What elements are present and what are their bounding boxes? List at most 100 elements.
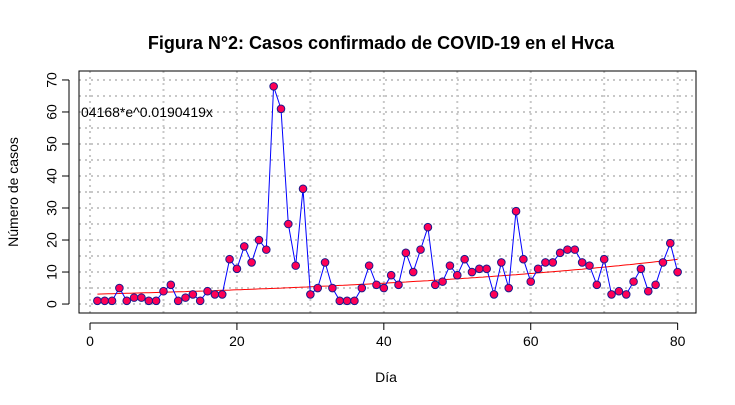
data-point — [511, 206, 521, 216]
y-tick-label: 50 — [44, 136, 60, 152]
data-point — [673, 267, 682, 277]
data-point — [475, 264, 484, 274]
data-point — [210, 290, 220, 299]
data-point — [247, 258, 256, 267]
data-point — [533, 264, 543, 274]
data-point — [364, 261, 374, 270]
data-point — [629, 277, 638, 286]
data-point — [284, 219, 293, 229]
y-tick-label: 60 — [44, 104, 60, 120]
data-point — [203, 286, 212, 296]
data-point — [144, 296, 154, 306]
data-point — [159, 286, 168, 296]
points — [93, 82, 682, 306]
x-tick-label: 60 — [523, 333, 539, 349]
data-point — [497, 258, 506, 267]
y-tick-label: 30 — [44, 200, 60, 216]
y-tick-label: 0 — [44, 300, 60, 308]
y-tick-label: 70 — [44, 72, 60, 88]
data-point — [438, 277, 447, 286]
data-point — [526, 277, 536, 286]
data-point — [570, 245, 580, 254]
data-point — [585, 261, 594, 270]
data-point — [232, 264, 242, 274]
data-point — [313, 283, 323, 293]
data-point — [621, 290, 631, 299]
data-point — [181, 293, 190, 302]
trend-annotation: 04168*e^0.0190419x — [81, 104, 213, 120]
data-point — [482, 264, 491, 274]
data-point — [467, 267, 477, 277]
data-point — [129, 293, 139, 302]
data-point — [328, 283, 337, 293]
x-tick-label: 40 — [376, 333, 392, 349]
data-point — [342, 296, 352, 306]
data-point — [239, 242, 249, 251]
y-tick-label: 20 — [44, 232, 60, 248]
data-point — [320, 258, 330, 267]
data-point — [276, 104, 286, 114]
data-point — [548, 258, 558, 267]
x-tick-label: 20 — [229, 333, 245, 349]
data-point — [379, 283, 389, 293]
data-point — [386, 270, 396, 280]
data-point — [195, 296, 205, 306]
data-point — [115, 283, 124, 293]
data-point — [423, 222, 433, 232]
data-point — [555, 248, 565, 258]
data-point — [643, 286, 653, 296]
data-point — [394, 280, 403, 290]
data-point — [445, 261, 455, 270]
data-point — [408, 267, 418, 277]
data-point — [107, 296, 117, 306]
data-point — [658, 258, 668, 267]
x-axis-label: Día — [375, 369, 397, 385]
x-tick-label: 80 — [670, 333, 686, 349]
data-point — [599, 254, 609, 264]
data-point — [665, 238, 675, 248]
data-point — [269, 82, 278, 91]
y-tick-label: 10 — [44, 264, 60, 280]
data-point — [335, 296, 345, 306]
data-point — [651, 280, 660, 290]
x-tick-label: 0 — [86, 333, 94, 349]
data-point — [93, 296, 102, 306]
data-point — [217, 290, 227, 299]
data-point — [188, 290, 198, 299]
data-point — [430, 280, 440, 290]
data-point — [563, 245, 572, 254]
data-point — [614, 286, 624, 296]
plot-frame — [78, 70, 697, 314]
y-axis-label: Número de casos — [5, 137, 21, 247]
data-point — [254, 235, 264, 245]
data-point — [489, 290, 499, 299]
data-point — [519, 254, 528, 264]
data-point — [137, 293, 146, 302]
data-point — [306, 290, 315, 299]
data-point — [636, 264, 646, 274]
data-point — [504, 283, 513, 293]
data-point — [401, 248, 411, 258]
data-point — [460, 254, 469, 264]
data-point — [372, 280, 381, 290]
data-point — [122, 296, 132, 306]
data-point — [262, 245, 271, 254]
data-point — [350, 296, 359, 306]
data-point — [225, 254, 234, 264]
data-point — [151, 296, 161, 306]
data-point — [577, 258, 587, 267]
x-axis: 0 20 40 60 80 — [86, 322, 686, 349]
data-point — [166, 280, 176, 290]
grid — [79, 71, 696, 313]
data-point — [592, 280, 602, 290]
data-point — [298, 184, 308, 194]
chart-title: Figura N°2: Casos confirmado de COVID-19… — [148, 33, 615, 53]
data-point — [357, 283, 367, 293]
data-point — [173, 296, 183, 306]
data-point — [452, 270, 462, 280]
data-point — [291, 261, 300, 270]
data-point — [541, 258, 550, 267]
data-point — [100, 296, 110, 306]
data-point — [607, 290, 616, 299]
